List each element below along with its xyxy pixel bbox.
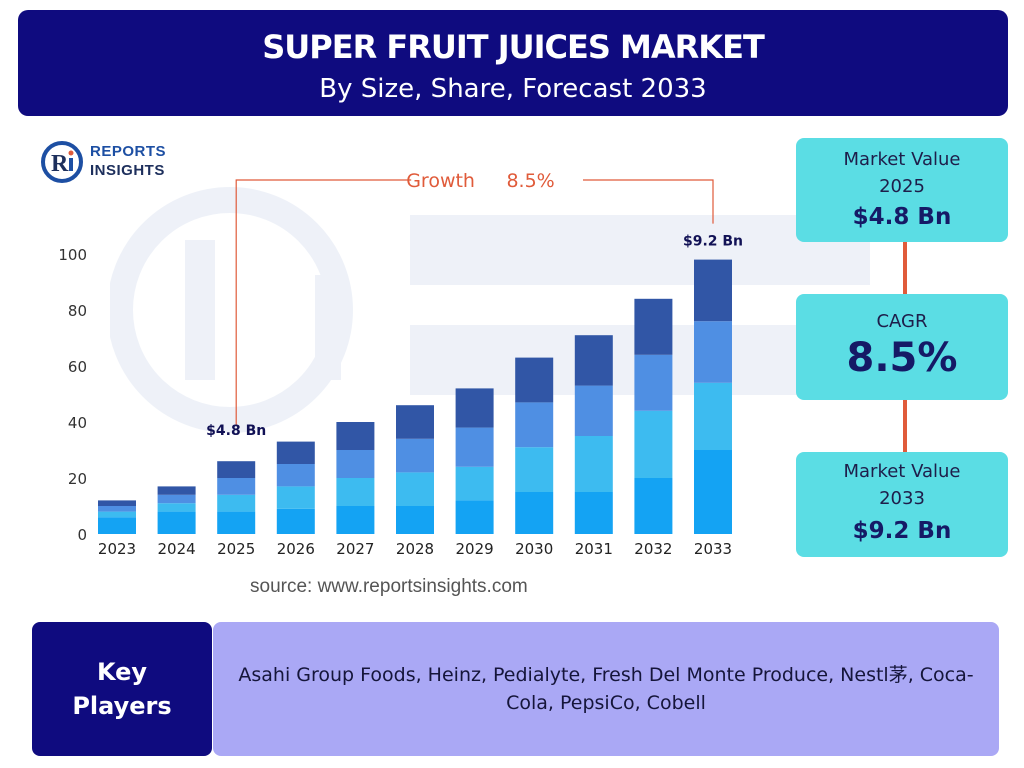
market-value-2025-value: $4.8 Bn: [852, 204, 952, 230]
bar-segment: [574, 492, 613, 534]
bar-segment: [396, 506, 434, 534]
bar-segment: [276, 486, 315, 509]
logo-word-reports: REPORTS: [90, 143, 167, 160]
bar-segment: [276, 441, 315, 464]
bar-segment: [276, 464, 315, 487]
header-banner: SUPER FRUIT JUICES MARKET By Size, Share…: [18, 10, 1008, 116]
source-note: source: www.reportsinsights.com: [250, 576, 528, 597]
market-value-2025-card: Market Value 2025 $4.8 Bn: [796, 138, 1008, 242]
bar-segment: [574, 385, 613, 436]
page-subtitle: By Size, Share, Forecast 2033: [319, 74, 707, 104]
bar-segment: [694, 321, 732, 383]
market-value-2033-year: 2033: [879, 488, 925, 509]
key-players-list: Asahi Group Foods, Heinz, Pedialyte, Fre…: [238, 664, 974, 714]
growth-annotation: Growth 8.5% $4.8 Bn $9.2 Bn: [206, 170, 743, 439]
cagr-card: CAGR 8.5%: [796, 294, 1008, 400]
bar-segment: [336, 478, 375, 506]
bar-segment: [217, 494, 256, 512]
bar-segment: [515, 357, 554, 403]
end-value-label: $9.2 Bn: [683, 234, 743, 250]
bar-segment: [634, 478, 673, 534]
market-value-2025-label: Market Value: [843, 149, 961, 170]
bar-segment: [455, 500, 494, 534]
growth-value: 8.5%: [506, 170, 554, 192]
bar-segment: [157, 503, 196, 512]
bar-segment: [336, 506, 375, 534]
key-players-label-line1: Key: [96, 658, 148, 686]
logo-mark-icon: R: [41, 141, 83, 183]
bar-segment: [634, 298, 673, 355]
bar-segment: [694, 382, 732, 450]
bar-segment: [574, 436, 613, 492]
bar-segment: [634, 354, 673, 411]
bar-segment: [217, 478, 256, 495]
key-players-heading: Key Players: [32, 622, 212, 756]
bar-segment: [157, 486, 196, 495]
start-value-label: $4.8 Bn: [206, 423, 266, 439]
bar-segment: [515, 402, 554, 448]
svg-text:R: R: [51, 151, 69, 177]
bar-segment: [396, 405, 434, 439]
x-axis: 2023 2024 2025 2026 2027 2028 2029 2030 2031 2032…: [98, 540, 732, 558]
bar-segment: [217, 511, 256, 534]
growth-label: Growth: [406, 170, 475, 192]
x-tick-label: 2027: [336, 540, 374, 558]
bar-segment: [336, 422, 375, 450]
bar-segment: [455, 388, 494, 428]
bar-segment: [396, 472, 434, 506]
cagr-value: 8.5%: [846, 335, 958, 381]
y-tick-label: 80: [68, 302, 87, 320]
y-tick-label: 60: [68, 358, 87, 376]
x-tick-label: 2029: [456, 540, 494, 558]
y-tick-label: 0: [77, 526, 87, 544]
x-tick-label: 2033: [694, 540, 732, 558]
bar-segment: [694, 450, 732, 534]
y-axis: 0 20 40 60 80 100: [58, 246, 87, 544]
y-tick-label: 100: [58, 246, 87, 264]
bar-segment: [574, 335, 613, 386]
x-tick-label: 2030: [515, 540, 553, 558]
bar-segment: [455, 466, 494, 501]
bar-segment: [455, 427, 494, 467]
y-tick-label: 40: [68, 414, 87, 432]
key-players-label-line2: Players: [72, 692, 172, 720]
market-value-2033-value: $9.2 Bn: [852, 518, 952, 544]
card-connector: [903, 242, 907, 294]
growth-bracket-right: [583, 179, 714, 224]
logo-word-insights: INSIGHTS: [90, 162, 165, 179]
x-tick-label: 2025: [217, 540, 255, 558]
bar-segment: [98, 517, 136, 534]
cagr-label: CAGR: [876, 311, 928, 332]
y-tick-label: 20: [68, 470, 87, 488]
bar-segment: [157, 511, 196, 534]
market-value-2033-card: Market Value 2033 $9.2 Bn: [796, 452, 1008, 557]
bar-segment: [634, 410, 673, 478]
x-tick-label: 2024: [158, 540, 196, 558]
bar-segment: [217, 461, 256, 478]
x-tick-label: 2026: [277, 540, 315, 558]
bar-segment: [515, 447, 554, 492]
bar-segment: [515, 492, 554, 534]
bar-segment: [396, 438, 434, 473]
x-tick-label: 2032: [634, 540, 672, 558]
market-value-2033-label: Market Value: [843, 461, 961, 482]
bar-segment: [98, 500, 136, 506]
bar-segment: [336, 450, 375, 478]
bar-segment: [694, 259, 732, 322]
bar-segment: [157, 494, 196, 504]
bar-segment: [276, 508, 315, 534]
bar-segment: [98, 511, 136, 518]
bar-series: [98, 259, 732, 534]
card-connector: [903, 400, 907, 452]
x-tick-label: 2023: [98, 540, 136, 558]
reports-insights-logo: R REPORTS INSIGHTS: [40, 140, 200, 186]
page-title: SUPER FRUIT JUICES MARKET: [262, 28, 765, 66]
bar-segment: [98, 506, 136, 512]
x-tick-label: 2028: [396, 540, 434, 558]
market-value-2025-year: 2025: [879, 176, 925, 197]
key-players-list-panel: Asahi Group Foods, Heinz, Pedialyte, Fre…: [213, 622, 999, 756]
x-tick-label: 2031: [575, 540, 613, 558]
growth-bracket-left: [235, 179, 412, 426]
